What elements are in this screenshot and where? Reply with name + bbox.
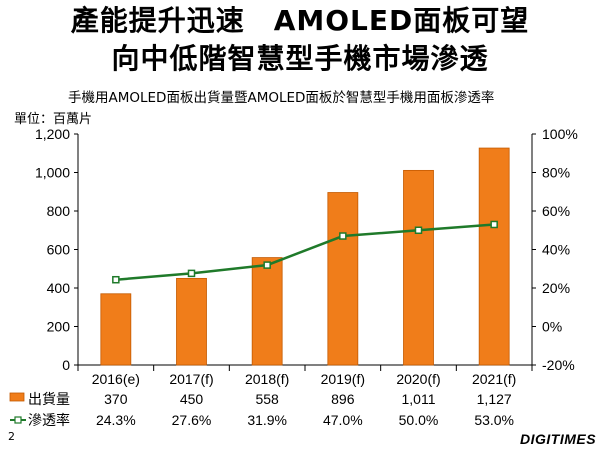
category-label: 2017(f): [169, 371, 213, 387]
legend-bar-swatch: [9, 392, 25, 402]
chart-title: 手機用AMOLED面板出貨量暨AMOLED面板於智慧型手機用面板滲透率: [68, 90, 495, 106]
y-right-tick-label: 80%: [542, 165, 570, 181]
y-left-tick-label: 1,200: [35, 126, 70, 142]
bar-value-label: 558: [255, 391, 279, 407]
bar-2019(f): [327, 192, 359, 366]
legend-bar-label: 出貨量: [28, 391, 70, 407]
line-value-label: 27.6%: [172, 412, 212, 428]
line-value-label: 53.0%: [474, 412, 514, 428]
y-left-tick-label: 800: [47, 203, 71, 219]
line-point-2019(f): [339, 232, 347, 240]
y-left-tick-label: 1,000: [35, 165, 70, 181]
line-series: [112, 220, 498, 284]
page-number: 2: [8, 430, 15, 443]
line-value-label: 50.0%: [399, 412, 439, 428]
line-point-2018(f): [263, 261, 271, 269]
bar-2016(e): [100, 293, 132, 366]
y-right-tick-label: 0%: [542, 319, 562, 335]
bar-2017(f): [176, 277, 207, 366]
y-right-tick-label: 60%: [542, 203, 570, 219]
y-left-tick-label: 0: [62, 357, 70, 373]
bar-value-label: 1,011: [402, 391, 436, 407]
y-right-tick-label: -20%: [542, 357, 575, 373]
category-label: 2020(f): [396, 371, 440, 387]
y-right-tick-label: 40%: [542, 242, 570, 258]
y-right-tick-label: 20%: [542, 280, 570, 296]
bar-value-label: 450: [180, 391, 204, 407]
line-value-label: 31.9%: [247, 412, 287, 428]
category-label: 2021(f): [472, 371, 516, 387]
bar-value-label: 370: [104, 391, 128, 407]
y-left-tick-label: 600: [47, 242, 71, 258]
data-table: 2016(e) 2017(f) 2018(f) 2019(f) 2020(f) 2021(…: [9, 371, 516, 428]
bar-series: [100, 147, 510, 366]
legend-line-marker: [14, 416, 22, 424]
y-left-tick-label: 200: [47, 319, 71, 335]
line-point-2016(e): [112, 275, 120, 284]
unit-label: 單位：百萬片: [14, 112, 93, 127]
digitimes-logo: DIGITIMES: [520, 431, 597, 447]
y-right-tick-label: 100%: [542, 126, 578, 142]
page-title-line-1: 產能提升迅速 AMOLED面板可望: [70, 4, 530, 37]
line-point-2017(f): [187, 269, 196, 278]
category-label: 2019(f): [321, 371, 365, 387]
bar-value-label: 896: [331, 391, 355, 407]
bar-2018(f): [251, 257, 283, 366]
line-value-label: 24.3%: [96, 412, 136, 428]
line-point-2020(f): [414, 226, 423, 234]
line-point-2021(f): [490, 220, 498, 229]
line-value-label: 47.0%: [323, 412, 363, 428]
y-left-tick-label: 400: [47, 280, 71, 296]
legend-line-label: 滲透率: [28, 412, 70, 428]
page-title-line-2: 向中低階智慧型手機市場滲透: [111, 42, 489, 75]
bar-2020(f): [403, 169, 434, 366]
category-label: 2018(f): [245, 371, 289, 387]
bar-2021(f): [478, 147, 510, 366]
chart-axes: 0 200 400 600 800 1,000 1,200 -20% 0% 20% 40% 60% 80…: [35, 126, 578, 373]
bar-value-label: 1,127: [477, 391, 512, 407]
penetration-line: [115, 223, 495, 281]
category-label: 2016(e): [92, 371, 140, 387]
